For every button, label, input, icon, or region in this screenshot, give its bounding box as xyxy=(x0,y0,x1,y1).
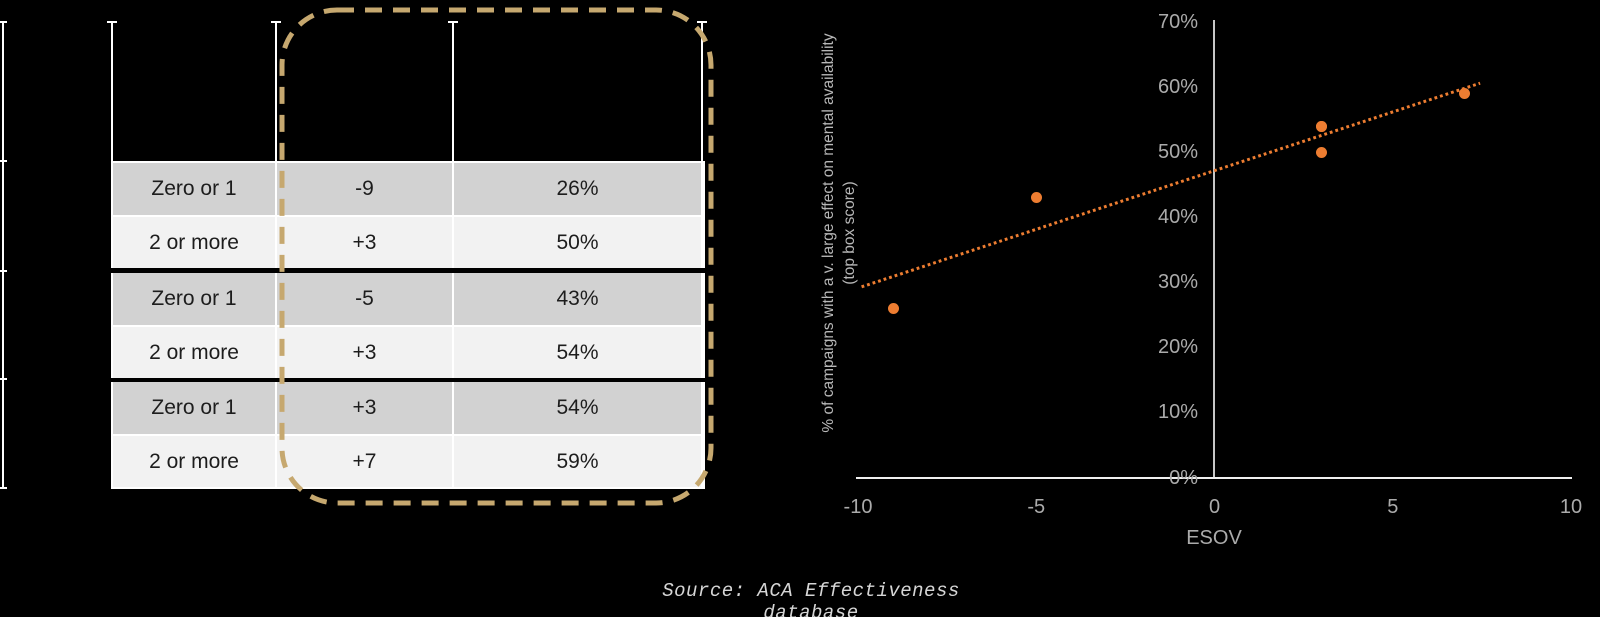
x-tick-label: -10 xyxy=(843,496,873,518)
y-tick-label: 30% xyxy=(1157,271,1198,294)
table-row: Zero or 1 -5 43% xyxy=(111,273,705,325)
table-tick xyxy=(0,160,7,162)
cell-esov: -9 xyxy=(277,163,452,215)
y-tick-label: 50% xyxy=(1157,141,1198,164)
y-tick-label: 70% xyxy=(1157,11,1198,33)
cell-label: 2 or more xyxy=(113,217,275,268)
x-tick-label: 5 xyxy=(1387,496,1399,518)
y-axis-title-line2: (top box score) xyxy=(841,181,858,285)
table-tick xyxy=(0,21,7,23)
table-header-grid-line xyxy=(275,22,277,161)
data-point xyxy=(888,302,900,314)
cell-esov: -5 xyxy=(277,273,452,325)
cell-percent: 54% xyxy=(454,327,701,378)
table-tick xyxy=(0,378,7,380)
table-left-border xyxy=(2,22,4,489)
table-header-grid-line xyxy=(701,22,703,161)
table-row: 2 or more +3 50% xyxy=(111,217,705,268)
trend-line xyxy=(861,81,1481,289)
y-tick-label: 60% xyxy=(1157,76,1198,99)
cell-percent: 26% xyxy=(454,163,701,215)
cell-esov: +3 xyxy=(277,327,452,378)
table-row: 2 or more +3 54% xyxy=(111,327,705,378)
y-tick-label: 0% xyxy=(1169,466,1198,489)
data-point xyxy=(1315,146,1327,158)
cell-label: Zero or 1 xyxy=(113,382,275,434)
y-axis-line xyxy=(1213,20,1215,478)
cell-label: 2 or more xyxy=(113,436,275,487)
table-row-separator xyxy=(111,487,705,489)
table-header-grid-line xyxy=(111,22,113,161)
x-tick-label: 10 xyxy=(1559,496,1583,518)
cell-label: Zero or 1 xyxy=(113,163,275,215)
table-row: 2 or more +7 59% xyxy=(111,436,705,487)
data-point xyxy=(1030,192,1042,204)
cell-esov: +7 xyxy=(277,436,452,487)
y-tick-label: 40% xyxy=(1157,206,1198,229)
x-axis-line xyxy=(856,477,1572,479)
x-tick-label: -5 xyxy=(1027,496,1046,518)
table-row: Zero or 1 -9 26% xyxy=(111,163,705,215)
cell-percent: 50% xyxy=(454,217,701,268)
cell-label: Zero or 1 xyxy=(113,273,275,325)
table-tick xyxy=(271,21,281,23)
table-tick xyxy=(448,21,458,23)
cell-esov: +3 xyxy=(277,382,452,434)
table-tick xyxy=(697,21,707,23)
table-tick xyxy=(0,270,7,272)
data-point xyxy=(1458,88,1470,100)
table-row: Zero or 1 +3 54% xyxy=(111,382,705,434)
source-note: Source: ACA Effectiveness database xyxy=(662,580,960,617)
x-axis-title: ESOV xyxy=(1186,527,1242,549)
y-axis-title-line1: % of campaigns with a v. large effect on… xyxy=(820,33,837,433)
cell-label: 2 or more xyxy=(113,327,275,378)
table-tick xyxy=(0,487,7,489)
table-tick xyxy=(107,21,117,23)
cell-esov: +3 xyxy=(277,217,452,268)
cell-percent: 54% xyxy=(454,382,701,434)
cell-percent: 59% xyxy=(454,436,701,487)
y-axis-title: % of campaigns with a v. large effect on… xyxy=(818,3,862,463)
data-point xyxy=(1315,120,1327,132)
y-tick-label: 10% xyxy=(1157,401,1198,424)
y-tick-label: 20% xyxy=(1157,336,1198,359)
table-header-grid-line xyxy=(452,22,454,161)
x-tick-label: 0 xyxy=(1208,496,1221,518)
cell-percent: 43% xyxy=(454,273,701,325)
